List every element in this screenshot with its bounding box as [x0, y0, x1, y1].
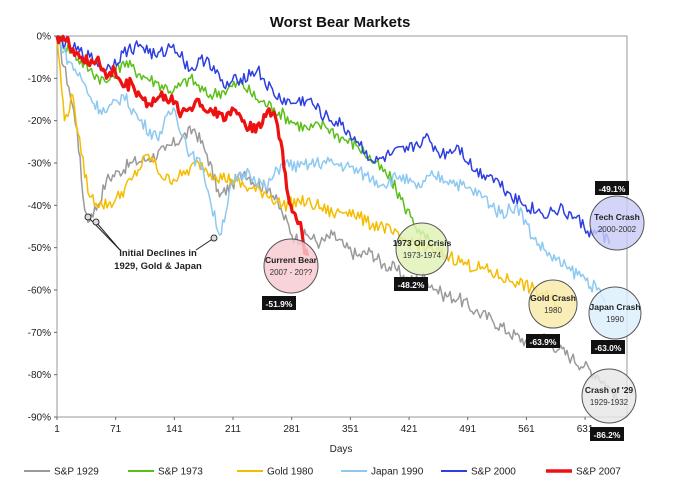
- x-tick-label: 211: [225, 424, 241, 435]
- annotation-title: 1973 Oil Crisis: [393, 238, 452, 248]
- series-line-s-p-2007: [55, 34, 310, 257]
- value-badge-text: -86.2%: [594, 430, 621, 440]
- value-badge-text: -63.9%: [530, 337, 557, 347]
- series-line-gold-1980: [56, 35, 560, 311]
- legend-item-japan-1990: Japan 1990: [341, 467, 424, 478]
- value-badge: [394, 277, 428, 291]
- annotation-gold-crash: Gold Crash 1980 -63.9%: [526, 279, 578, 348]
- y-tick-label: 0%: [37, 32, 52, 43]
- legend-item-s-p-2000: S&P 2000: [441, 467, 516, 478]
- annotation-bubble: [395, 222, 449, 276]
- y-tick-label: -10%: [28, 74, 51, 85]
- legend-item-gold-1980: Gold 1980: [237, 467, 314, 478]
- annotation-japan-crash: Japan Crash 1990 -63.0%: [588, 286, 642, 354]
- legend-label: Gold 1980: [267, 467, 314, 478]
- annotation-title: Tech Crash: [594, 212, 640, 222]
- value-badge: [262, 296, 296, 310]
- value-badge-text: -63.0%: [595, 343, 622, 353]
- annotation-title: Gold Crash: [530, 293, 576, 303]
- legend-label: S&P 2007: [576, 467, 621, 478]
- annotation-bubble: [263, 238, 319, 294]
- y-tick-label: -60%: [28, 286, 51, 297]
- initial-declines-note: Initial Declines in 1929, Gold & Japan: [84, 213, 218, 272]
- annotation-layer: Current Bear 2007 - 20?? -51.9% 1973 Oil Cr…: [262, 181, 645, 441]
- x-tick-label: 421: [401, 424, 418, 435]
- series-line-japan-1990: [56, 35, 606, 304]
- legend-item-s-p-1973: S&P 1973: [128, 467, 203, 478]
- chart-title: Worst Bear Markets: [270, 14, 411, 31]
- legend-label: S&P 1973: [158, 467, 203, 478]
- annotation-tech-crash: Tech Crash 2000-2002 -49.1%: [589, 181, 645, 251]
- annotation-title: Current Bear: [265, 255, 318, 265]
- annotation-crash-of-29: Crash of '29 1929-1932 -86.2%: [581, 368, 637, 441]
- note-arrow-marker: [84, 213, 92, 221]
- note-arrow-marker: [210, 234, 218, 242]
- x-tick-label: 561: [518, 424, 535, 435]
- annotation-title: Japan Crash: [589, 302, 640, 312]
- legend: S&P 1929 S&P 1973 Gold 1980 Japan 1990 S&P 2…: [24, 467, 621, 478]
- note-text: 1929, Gold & Japan: [114, 261, 202, 272]
- legend-label: S&P 1929: [54, 467, 99, 478]
- series-line-s-p-1929: [56, 35, 620, 402]
- x-tick-label: 71: [110, 424, 122, 435]
- note-arrow: [95, 221, 121, 251]
- x-axis: 1 71 141 211 281 351 421 491 561 631: [54, 417, 594, 435]
- note-arrow-marker: [92, 218, 100, 226]
- y-axis: 0% -10% -20% -30% -40% -50% -60% -70% -80% -90%: [28, 32, 57, 424]
- note-arrow: [195, 237, 215, 251]
- y-tick-label: -50%: [28, 243, 51, 254]
- note-text: Initial Declines in: [119, 248, 197, 259]
- value-badge: [591, 340, 625, 354]
- annotation-subtitle: 1973-1974: [403, 251, 442, 260]
- legend-label: Japan 1990: [371, 467, 424, 478]
- annotation-bubble: [528, 279, 578, 329]
- value-badge: [595, 181, 629, 195]
- x-tick-label: 351: [342, 424, 359, 435]
- legend-item-s-p-2007: S&P 2007: [546, 467, 621, 478]
- value-badge: [526, 334, 560, 348]
- x-tick-label: 1: [54, 424, 60, 435]
- x-axis-label: Days: [330, 444, 353, 455]
- annotation-title: Crash of '29: [585, 385, 634, 395]
- series-layer: [55, 34, 620, 402]
- y-tick-label: -80%: [28, 370, 51, 381]
- legend-label: S&P 2000: [471, 467, 516, 478]
- value-badge: [590, 427, 624, 441]
- x-tick-label: 631: [577, 424, 594, 435]
- series-line-s-p-2000: [57, 35, 611, 245]
- x-tick-label: 141: [166, 424, 183, 435]
- y-tick-label: -40%: [28, 201, 51, 212]
- value-badge-text: -48.2%: [398, 280, 425, 290]
- y-tick-label: -90%: [28, 413, 51, 424]
- plot-area: [56, 35, 628, 418]
- legend-item-s-p-1929: S&P 1929: [24, 467, 99, 478]
- annotation-subtitle: 1929-1932: [590, 398, 629, 407]
- x-tick-label: 281: [283, 424, 300, 435]
- annotation-1973-oil-crisis: 1973 Oil Crisis 1973-1974 -48.2%: [393, 222, 452, 291]
- annotation-bubble: [588, 286, 642, 340]
- value-badge-text: -51.9%: [266, 299, 293, 309]
- annotation-bubble: [589, 195, 645, 251]
- annotation-current-bear: Current Bear 2007 - 20?? -51.9%: [262, 238, 319, 310]
- annotation-subtitle: 1980: [544, 306, 562, 315]
- annotation-subtitle: 2000-2002: [598, 225, 637, 234]
- annotation-bubble: [581, 368, 637, 424]
- annotation-subtitle: 1990: [606, 315, 624, 324]
- x-tick-label: 491: [459, 424, 476, 435]
- value-badge-text: -49.1%: [599, 184, 626, 194]
- y-tick-label: -30%: [28, 159, 51, 170]
- y-tick-label: -70%: [28, 328, 51, 339]
- annotation-subtitle: 2007 - 20??: [270, 268, 313, 277]
- y-tick-label: -20%: [28, 116, 51, 127]
